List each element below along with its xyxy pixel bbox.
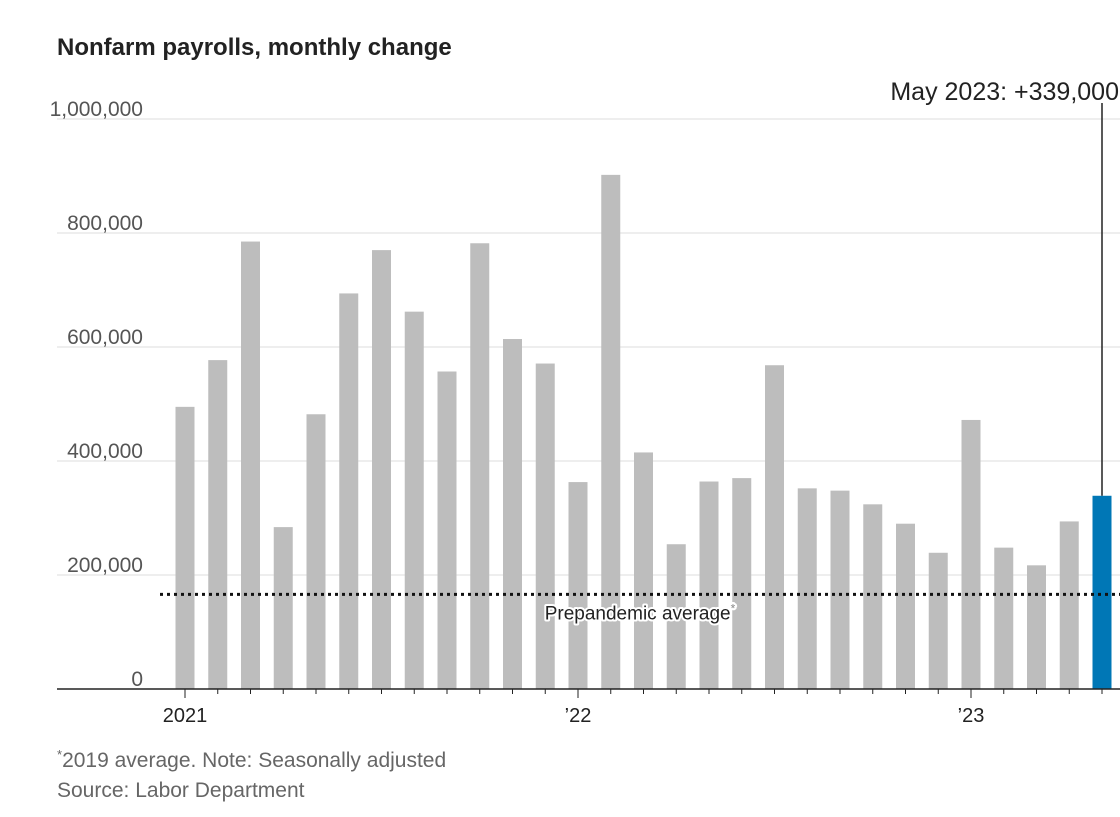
bar-jul-2021: [372, 250, 391, 689]
bar-jun-2021: [339, 293, 359, 689]
footnote-text: 2019 average. Note: Seasonally adjusted: [62, 749, 447, 772]
bar-sep-2022: [830, 490, 850, 689]
bar-aug-2021: [404, 311, 424, 689]
prepandemic-average-label: Prepandemic average*: [545, 601, 736, 624]
bar-jan-2022: [568, 482, 588, 689]
y-tick-label: 1,000,000: [50, 98, 143, 121]
prepandemic-average-marker: *: [731, 601, 736, 615]
bar-jul-2022: [765, 365, 784, 689]
bar-dec-2022: [928, 552, 948, 689]
bar-mar-2022: [634, 452, 653, 689]
x-tick-label: ’22: [565, 705, 592, 727]
bar-mar-2023: [1027, 565, 1046, 689]
bar-apr-2021: [273, 527, 293, 689]
callout-group: May 2023: +339,000: [890, 78, 1119, 496]
x-axis: 2021 ’22 ’23: [57, 688, 1120, 727]
bar-aug-2022: [797, 488, 817, 689]
y-tick-label: 0: [131, 668, 143, 691]
x-tick-label: ’23: [958, 705, 985, 727]
bar-feb-2023: [994, 547, 1014, 689]
callout-label: May 2023: +339,000: [890, 78, 1119, 106]
bar-apr-2022: [666, 544, 686, 689]
bar-may-2022: [699, 481, 719, 689]
chart-title: Nonfarm payrolls, monthly change: [57, 34, 452, 61]
bar-may-2021: [306, 414, 326, 689]
bar-feb-2022: [601, 174, 621, 690]
y-tick-label: 200,000: [67, 554, 143, 577]
y-tick-label: 600,000: [67, 326, 143, 349]
bar-oct-2022: [863, 504, 883, 689]
bar-jan-2023: [961, 419, 981, 689]
bars: [175, 174, 1112, 690]
bar-nov-2021: [503, 339, 522, 689]
x-tick-label: 2021: [163, 705, 208, 727]
bar-may-2023: [1092, 495, 1112, 689]
bar-sep-2021: [437, 371, 457, 689]
footnote: *2019 average. Note: Seasonally adjusted: [57, 747, 446, 773]
bar-jun-2022: [732, 478, 752, 689]
y-tick-label: 800,000: [67, 212, 143, 235]
source-note: Source: Labor Department: [57, 779, 305, 802]
footnote-marker: *: [57, 747, 63, 762]
bar-oct-2021: [470, 243, 490, 689]
bar-apr-2023: [1059, 521, 1079, 689]
bar-dec-2021: [535, 363, 555, 689]
y-tick-label: 400,000: [67, 440, 143, 463]
bar-nov-2022: [896, 523, 915, 689]
y-axis-ticks: 0 200,000 400,000 600,000 800,000 1,000,000: [50, 98, 143, 691]
reference-line-group: Prepandemic average*: [160, 592, 1120, 626]
bar-mar-2021: [241, 241, 260, 690]
payrolls-bar-chart: 0 200,000 400,000 600,000 800,000 1,000,000 2…: [50, 78, 1120, 727]
bar-feb-2021: [208, 360, 228, 689]
bar-jan-2021: [175, 406, 195, 689]
